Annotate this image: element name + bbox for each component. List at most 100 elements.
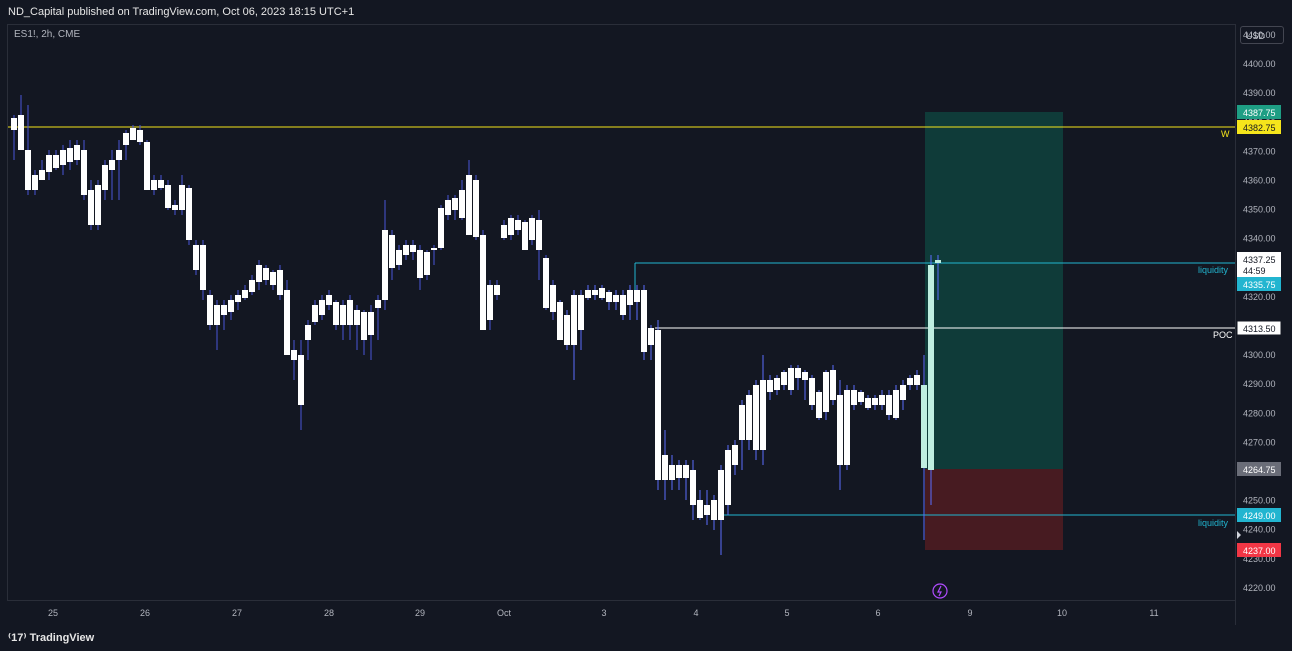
time-tick-label: 27	[232, 608, 242, 618]
candle-body	[704, 505, 710, 515]
poc-price-tag[interactable]: 4313.50	[1236, 320, 1282, 336]
price-tick-label: 4360.00	[1243, 176, 1276, 186]
candle-body	[200, 245, 206, 290]
candle-body	[305, 325, 311, 340]
candle-body	[522, 222, 528, 250]
candle-body	[60, 150, 66, 165]
candle-body	[529, 218, 535, 240]
candle-body	[46, 155, 52, 172]
currency-selector[interactable]: USD	[1240, 26, 1284, 44]
candle-body	[109, 160, 115, 170]
candle-body	[410, 245, 416, 252]
candle-body	[130, 128, 136, 140]
candle-body	[74, 145, 80, 160]
candle-body	[620, 295, 626, 315]
svg-text:4387.75: 4387.75	[1243, 108, 1276, 118]
candle-body	[144, 142, 150, 190]
tradingview-logo[interactable]: ᠎⁽17⁾ TradingView	[8, 631, 94, 644]
candle-body	[627, 290, 633, 305]
candle-body	[865, 398, 871, 408]
candle-body	[312, 305, 318, 322]
candle-body	[354, 310, 360, 325]
candle-body	[382, 230, 388, 300]
candle-body	[634, 290, 640, 302]
w-price-tag[interactable]: 4382.75	[1237, 120, 1281, 134]
time-tick-label: 26	[140, 608, 150, 618]
candle-body	[396, 250, 402, 265]
candle-body	[284, 290, 290, 355]
candle-body	[725, 450, 731, 505]
poc-label: POC	[1213, 330, 1233, 340]
candle-body	[690, 470, 696, 505]
candle-body	[340, 305, 346, 325]
publisher-line: ND_Capital published on TradingView.com,…	[8, 6, 355, 18]
candle-body	[872, 398, 878, 405]
price-tick-label: 4370.00	[1243, 146, 1276, 156]
candle-body	[641, 290, 647, 352]
candle-body	[291, 350, 297, 360]
time-tick-label: 6	[875, 608, 880, 618]
liquidity-low-label: liquidity	[1198, 518, 1229, 528]
candle-body	[256, 265, 262, 282]
time-tick-label: 10	[1057, 608, 1067, 618]
liquidity-low-price-tag[interactable]: 4249.00	[1237, 508, 1281, 522]
svg-text:4337.25: 4337.25	[1243, 255, 1276, 265]
candle-body	[326, 295, 332, 305]
candle-body	[193, 245, 199, 270]
candle-body	[935, 260, 941, 263]
price-tick-label: 4300.00	[1243, 350, 1276, 360]
candle-body	[151, 180, 157, 190]
time-tick-label: 28	[324, 608, 334, 618]
candle-body	[298, 355, 304, 405]
price-tick-label: 4340.00	[1243, 234, 1276, 244]
svg-text:4313.50: 4313.50	[1243, 324, 1276, 334]
w-line-label: W	[1221, 129, 1230, 139]
publisher-header: ND_Capital published on TradingView.com,…	[0, 0, 1292, 24]
candle-body	[480, 235, 486, 330]
candle-body	[270, 272, 276, 285]
candle-body	[599, 288, 605, 298]
candle-body	[711, 500, 717, 520]
candle-body	[515, 220, 521, 230]
candle-body	[333, 302, 339, 325]
candle-body	[837, 395, 843, 465]
liquidity-high-price-tag[interactable]: 4335.75	[1237, 277, 1281, 291]
event-lightning-icon[interactable]	[932, 583, 948, 599]
candle-body	[431, 248, 437, 250]
candle-body	[543, 258, 549, 308]
target-price-tag[interactable]: 4387.75	[1237, 105, 1281, 119]
bar-countdown: 44:59	[1243, 266, 1266, 276]
candle-body	[900, 385, 906, 400]
candle-body	[809, 378, 815, 405]
candle-body	[732, 445, 738, 465]
price-tick-label: 4290.00	[1243, 379, 1276, 389]
candle-body	[662, 455, 668, 480]
candle-body	[781, 372, 787, 385]
candle-body	[88, 190, 94, 225]
candle-body	[613, 295, 619, 302]
entry-price-tag[interactable]: 4264.75	[1237, 462, 1281, 476]
candle-body	[795, 368, 801, 378]
candle-body	[914, 375, 920, 385]
candle-body	[494, 285, 500, 295]
candle-body	[739, 405, 745, 440]
candle-body	[585, 290, 591, 298]
symbol-info[interactable]: ES1!, 2h, CME	[14, 29, 81, 40]
last-price-tag[interactable]: 4337.25 44:59	[1237, 252, 1281, 278]
candle-body	[753, 385, 759, 450]
time-axis[interactable]	[7, 600, 1235, 626]
candle-body	[592, 290, 598, 295]
candle-body	[893, 390, 899, 418]
candle-body	[921, 385, 927, 468]
candle-body	[823, 372, 829, 412]
candle-body	[228, 300, 234, 312]
candle-body	[438, 208, 444, 248]
time-tick-label: 4	[693, 608, 698, 618]
svg-text:4335.75: 4335.75	[1243, 280, 1276, 290]
candle-body	[207, 295, 213, 325]
stop-price-tag[interactable]: 4237.00	[1237, 543, 1281, 557]
candle-body	[606, 292, 612, 302]
candle-body	[172, 205, 178, 210]
candle-body	[53, 155, 59, 168]
candle-body	[165, 185, 171, 208]
